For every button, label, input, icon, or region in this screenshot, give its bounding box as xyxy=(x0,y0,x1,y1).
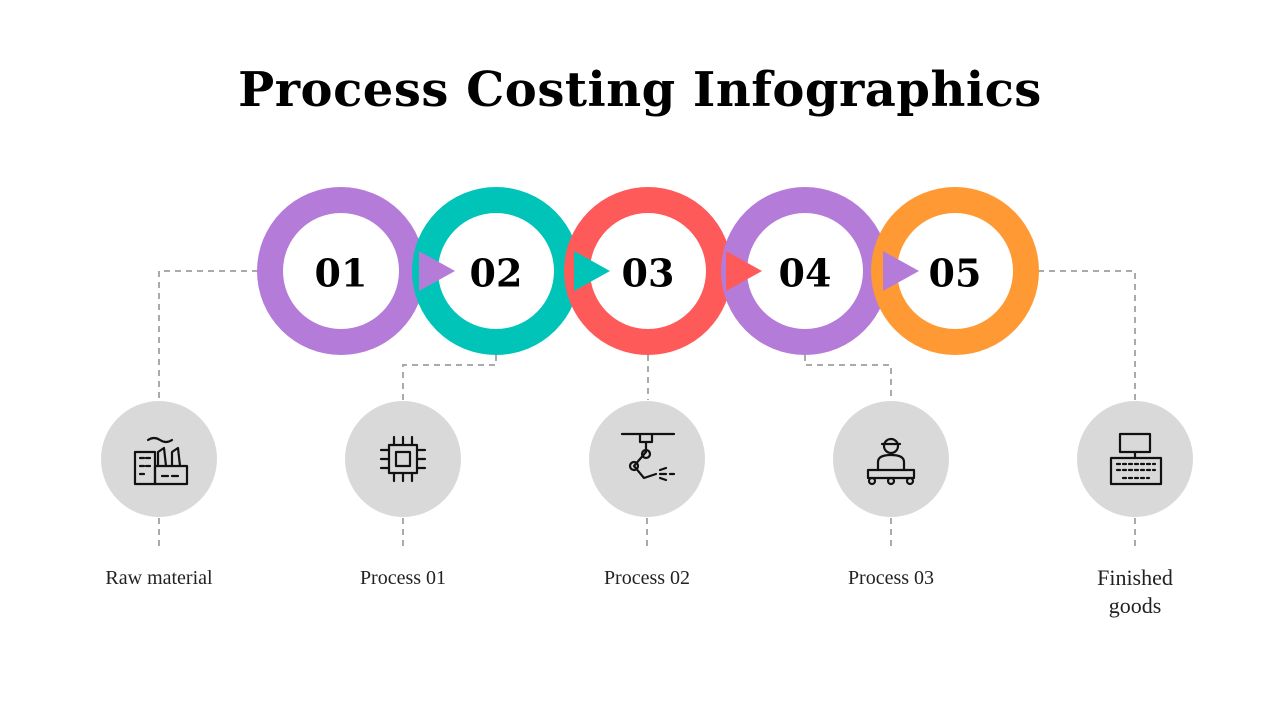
step-number: 01 xyxy=(315,251,368,296)
arrow xyxy=(419,251,455,291)
worker-icon xyxy=(866,437,916,486)
factory-icon xyxy=(133,436,189,486)
connector xyxy=(158,270,258,400)
rings: 01 02 03 04 05 xyxy=(257,187,1039,355)
stage-label: Process 02 xyxy=(603,567,691,589)
connectors xyxy=(158,270,1136,548)
stage-circle xyxy=(833,401,949,517)
step-number: 04 xyxy=(779,251,832,296)
title: Process Costing Infographics xyxy=(238,62,1042,118)
ring-inner xyxy=(283,213,399,329)
arrow xyxy=(574,251,610,291)
step-number: 03 xyxy=(622,251,675,296)
ring-inner xyxy=(897,213,1013,329)
connector xyxy=(1038,270,1136,400)
arrow xyxy=(883,251,919,291)
robot-arm-icon xyxy=(620,432,676,482)
connector xyxy=(804,355,892,400)
ring-inner xyxy=(590,213,706,329)
connector xyxy=(402,355,497,400)
chip-icon xyxy=(379,435,427,483)
connector xyxy=(158,518,1136,548)
step-number: 02 xyxy=(470,251,523,296)
stage-label: Raw material xyxy=(105,567,213,589)
cash-register-icon xyxy=(1109,432,1163,486)
step-number: 05 xyxy=(929,251,982,296)
stage-label: Finished goods xyxy=(1097,565,1173,618)
arrow xyxy=(726,251,762,291)
stage-label: Process 01 xyxy=(359,567,447,589)
stage-circle xyxy=(345,401,461,517)
ring-inner xyxy=(747,213,863,329)
ring-inner xyxy=(438,213,554,329)
stage-label: Process 03 xyxy=(847,567,935,589)
